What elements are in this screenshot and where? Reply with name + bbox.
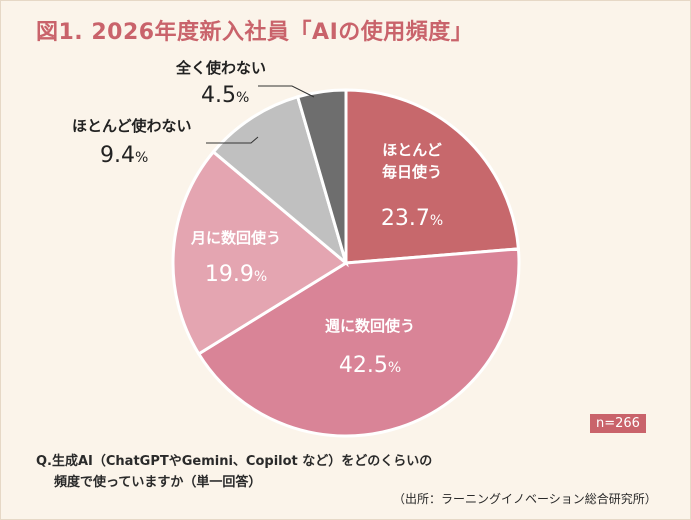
slice-label: 毎日使う (382, 163, 442, 181)
slice-value: 23.7% (381, 206, 443, 231)
pie-slice (196, 247, 521, 438)
slice-value: 42.5% (339, 353, 401, 378)
slice-label: 週に数回使う (325, 317, 415, 335)
slice-value: 9.4% (100, 143, 148, 168)
question-line-1: Q.生成AI（ChatGPTやGemini、Copilot など）をどのくらいの (36, 454, 433, 469)
slice-value: 4.5% (201, 83, 249, 108)
survey-question: Q.生成AI（ChatGPTやGemini、Copilot など）をどのくらいの… (36, 451, 432, 493)
pie-slices (171, 88, 521, 438)
sample-size-badge: n=266 (590, 414, 646, 433)
slice-label: 全く使わない (175, 59, 266, 77)
slice-label: ほとんど使わない (72, 117, 192, 135)
chart-title: 図1. 2026年度新入社員「AIの使用頻度」 (36, 20, 474, 45)
leader-line (206, 136, 259, 144)
slice-value: 19.9% (205, 262, 267, 287)
pie-slice (344, 88, 521, 265)
leader-lines (206, 85, 315, 144)
source-note: （出所：ラーニングイノベーション総合研究所） (393, 492, 657, 506)
leader-line (258, 85, 315, 98)
question-line-2: 頻度で使っていますか（単一回答） (54, 475, 262, 490)
slice-label: 月に数回使う (190, 229, 281, 247)
pie-slice (295, 88, 348, 264)
slice-label: ほとんど (382, 141, 442, 159)
pie-slice (211, 95, 349, 268)
pie-slice (171, 149, 349, 356)
